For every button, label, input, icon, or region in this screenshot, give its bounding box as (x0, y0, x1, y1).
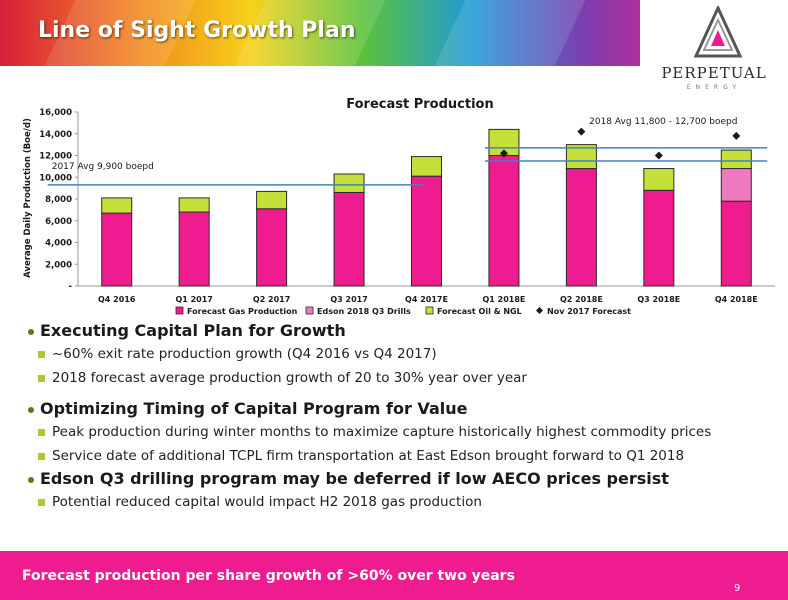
y-tick-label: 6,000 (45, 217, 72, 227)
bar-segment (256, 208, 288, 287)
bar-segment (643, 189, 675, 287)
logo-triangle-icon (694, 6, 742, 58)
forecast-marker (654, 151, 663, 160)
reference-line-label: 2017 Avg 9,900 boepd (52, 162, 154, 172)
legend-label: Edson 2018 Q3 Drills (317, 307, 411, 316)
x-tick-label: Q3 2018E (637, 295, 680, 304)
forecast-marker (499, 149, 508, 158)
bar-segment (411, 175, 442, 287)
forecast-production-chart: Forecast Production Average Daily Produc… (23, 97, 775, 316)
legend-swatch (425, 306, 434, 315)
bullet-item: Service date of additional TCPL firm tra… (28, 444, 778, 468)
y-tick-label: 8,000 (45, 195, 72, 205)
bullet-list: Executing Capital Plan for Growth ~60% e… (28, 320, 778, 514)
bar-segment (101, 197, 133, 214)
bar-segment (411, 156, 442, 177)
bar-segment (720, 168, 752, 202)
legend-swatch (305, 306, 314, 315)
x-tick-label: Q4 2017E (405, 295, 448, 304)
bar-segment (643, 168, 675, 191)
page-number: 9 (734, 583, 741, 594)
bar-segment (488, 155, 520, 287)
bullet-item: Potential reduced capital would impact H… (28, 490, 778, 514)
bar-segment (720, 200, 752, 287)
legend-swatch (175, 306, 184, 315)
banner-shard (434, 0, 586, 66)
y-tick-label: 12,000 (39, 152, 72, 162)
x-tick-label: Q4 2018E (715, 295, 758, 304)
bar-segment (720, 149, 752, 170)
y-tick-label: 10,000 (39, 173, 72, 183)
footer-text: Forecast production per share growth of … (22, 568, 515, 584)
forecast-marker (577, 127, 586, 136)
logo-subtitle: ENERGY (686, 84, 742, 91)
bullet-heading: Executing Capital Plan for Growth (28, 320, 778, 342)
bar-segment (333, 191, 365, 287)
bar-segment (565, 144, 597, 170)
x-tick-label: Q3 2017 (330, 295, 367, 304)
y-tick-label: 16,000 (39, 108, 72, 118)
legend-label: Forecast Gas Production (187, 307, 298, 316)
y-tick-label: 4,000 (45, 239, 72, 249)
bullet-item: Peak production during winter months to … (28, 420, 778, 444)
bar-segment (565, 168, 597, 287)
bullet-heading: Edson Q3 drilling program may be deferre… (28, 468, 778, 490)
x-tick-label: Q2 2018E (560, 295, 603, 304)
bar-segment (101, 212, 133, 287)
reference-line-label: 2018 Avg 11,800 - 12,700 boepd (589, 117, 737, 127)
company-logo: PERPETUAL ENERGY (640, 0, 788, 100)
legend-swatch (536, 307, 543, 314)
bar-segment (333, 173, 365, 193)
bullet-item: ~60% exit rate production growth (Q4 201… (28, 342, 778, 366)
bar-segment (178, 211, 210, 287)
footer-banner: Forecast production per share growth of … (0, 551, 788, 600)
legend-label: Forecast Oil & NGL (437, 307, 522, 316)
bullet-heading: Optimizing Timing of Capital Program for… (28, 398, 778, 420)
forecast-marker (732, 131, 741, 140)
logo-name: PERPETUAL (661, 64, 767, 82)
y-tick-label: 2,000 (45, 260, 72, 270)
chart-title: Forecast Production (346, 97, 493, 112)
x-tick-label: Q2 2017 (253, 295, 290, 304)
plot-area: - 2,000 4,000 6,000 8,000 10,000 12,000 14,000 1… (39, 108, 775, 316)
slide-title: Line of Sight Growth Plan (38, 18, 356, 43)
y-axis-label: Average Daily Production (Boe/d) (23, 118, 33, 278)
x-tick-label: Q1 2018E (482, 295, 525, 304)
x-tick-label: Q4 2016 (98, 295, 136, 304)
y-tick-label: - (68, 282, 72, 292)
bar-segment (178, 197, 210, 213)
bullet-item: 2018 forecast average production growth … (28, 366, 778, 390)
legend-label: Nov 2017 Forecast (547, 307, 631, 316)
x-tick-label: Q1 2017 (175, 295, 212, 304)
y-tick-label: 14,000 (39, 130, 72, 140)
bar-segment (256, 190, 288, 210)
